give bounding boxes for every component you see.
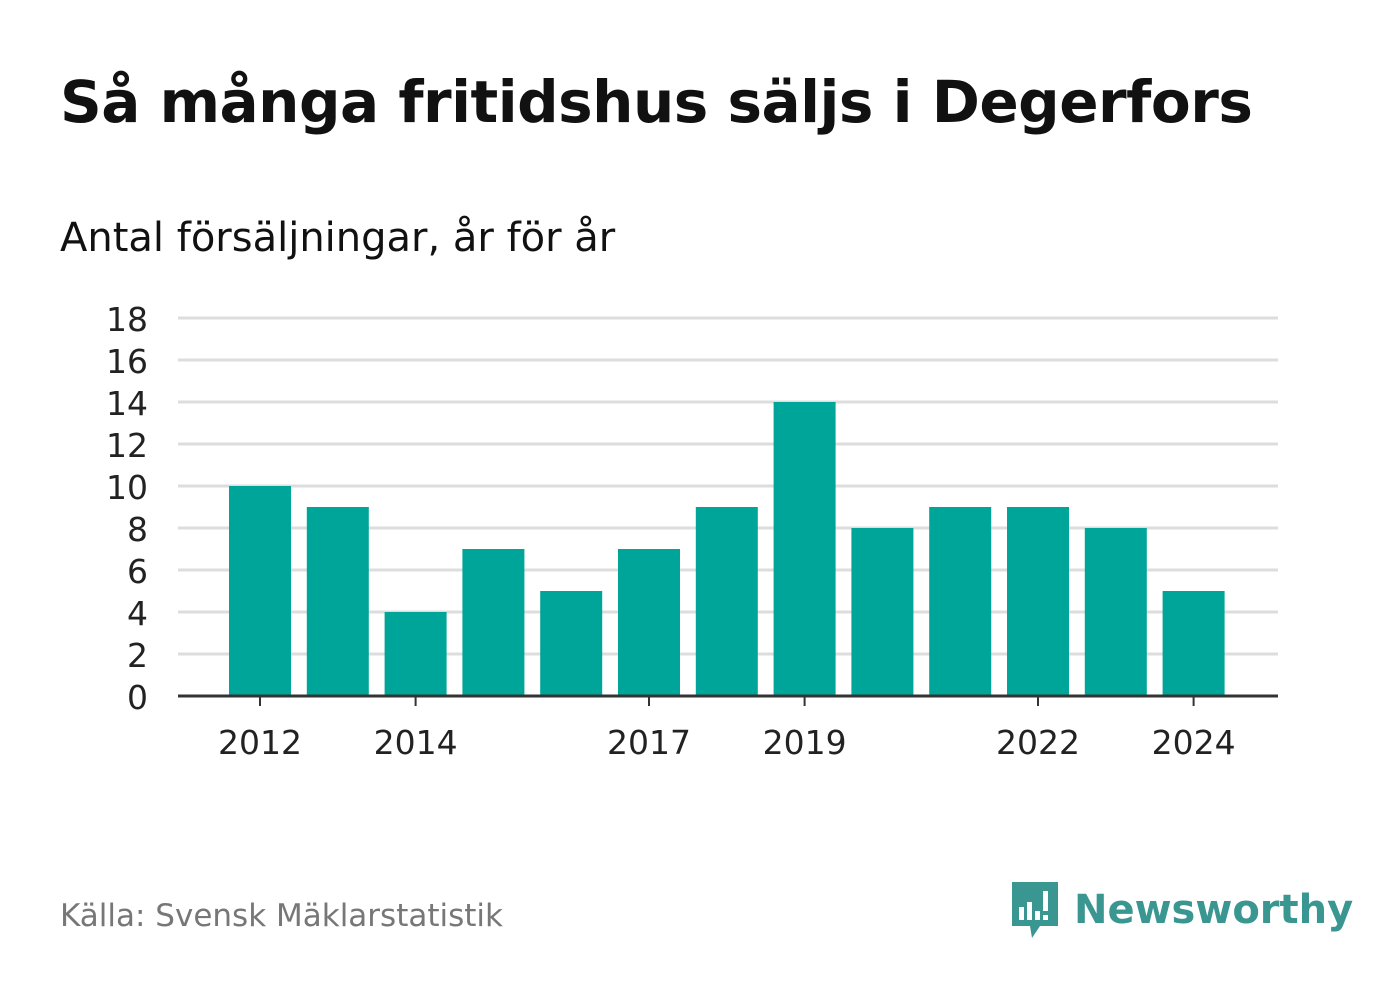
bar-2015 — [462, 549, 525, 696]
bars — [229, 402, 1225, 696]
y-tick-label-2: 2 — [127, 636, 148, 675]
bar-2014 — [384, 612, 447, 696]
bar-2019 — [773, 402, 836, 696]
y-tick-label-8: 8 — [127, 510, 148, 549]
y-tick-label-10: 10 — [106, 468, 148, 507]
bar-2018 — [695, 507, 758, 696]
newsworthy-icon — [1012, 882, 1058, 938]
bar-2020 — [851, 528, 914, 696]
bar-2013 — [306, 507, 369, 696]
x-tick-label-2017: 2017 — [607, 723, 691, 762]
y-tick-label-16: 16 — [106, 342, 148, 381]
bar-2022 — [1007, 507, 1069, 696]
y-tick-label-0: 0 — [127, 678, 148, 717]
chart-subtitle: Antal försäljningar, år för år — [60, 215, 616, 261]
y-tick-label-6: 6 — [127, 552, 148, 591]
y-tick-label-4: 4 — [127, 594, 148, 633]
x-tick-label-2022: 2022 — [996, 723, 1080, 762]
x-tick-label-2014: 2014 — [374, 723, 458, 762]
brand-logo: Newsworthy — [1010, 880, 1353, 940]
bar-2016 — [540, 591, 603, 696]
bar-2021 — [929, 507, 992, 696]
y-tick-label-12: 12 — [106, 426, 148, 465]
y-tick-label-18: 18 — [106, 300, 148, 339]
x-tick-label-2019: 2019 — [763, 723, 847, 762]
x-tick-label-2024: 2024 — [1152, 723, 1236, 762]
chart-title: Så många fritidshus säljs i Degerfors — [60, 68, 1253, 136]
y-tick-label-14: 14 — [106, 384, 148, 423]
source-note: Källa: Svensk Mäklarstatistik — [60, 898, 503, 934]
x-tick-label-2012: 2012 — [218, 723, 302, 762]
bar-2023 — [1084, 528, 1147, 696]
brand-name: Newsworthy — [1074, 887, 1354, 933]
bar-2012 — [229, 486, 291, 696]
bar-2017 — [618, 549, 680, 696]
x-axis-ticks: 2012 2014 2017 2019 2022 2024 — [218, 696, 1236, 762]
bar-2024 — [1162, 591, 1225, 696]
